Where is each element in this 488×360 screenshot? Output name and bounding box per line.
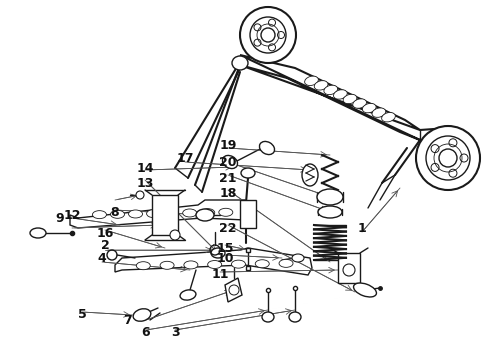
Text: 13: 13 [136,176,153,189]
Ellipse shape [323,85,337,95]
Circle shape [430,163,438,171]
Text: 18: 18 [219,186,236,199]
Text: 19: 19 [219,139,236,152]
Ellipse shape [314,81,327,90]
Ellipse shape [92,211,106,219]
Circle shape [170,230,180,240]
Polygon shape [70,200,247,228]
Text: 11: 11 [211,269,228,282]
Ellipse shape [133,309,150,321]
Circle shape [240,7,295,63]
Ellipse shape [30,228,46,238]
Ellipse shape [317,206,341,218]
Ellipse shape [291,254,304,262]
Text: 8: 8 [110,206,119,219]
Text: 9: 9 [56,212,64,225]
Ellipse shape [302,164,317,186]
Bar [152,195,178,235]
Ellipse shape [207,261,221,269]
Text: 17: 17 [176,152,193,165]
Text: 2: 2 [101,239,109,252]
Ellipse shape [231,260,245,268]
Circle shape [249,17,285,53]
Ellipse shape [371,108,385,117]
Ellipse shape [128,210,142,218]
Ellipse shape [353,283,376,297]
Polygon shape [224,278,242,302]
Text: 5: 5 [78,309,86,321]
Text: 20: 20 [219,156,236,168]
Ellipse shape [241,168,254,178]
Ellipse shape [381,112,395,122]
Bar [240,200,256,228]
Ellipse shape [262,312,273,322]
Text: 12: 12 [63,208,81,221]
Ellipse shape [183,209,196,217]
Circle shape [459,154,467,162]
Ellipse shape [288,312,301,322]
Text: 14: 14 [136,162,153,175]
Circle shape [136,191,143,199]
Ellipse shape [210,248,224,258]
Ellipse shape [362,103,375,113]
Circle shape [253,24,261,31]
Ellipse shape [196,209,214,221]
Ellipse shape [183,261,198,269]
Text: 1: 1 [357,221,366,234]
Ellipse shape [180,290,196,300]
Ellipse shape [231,56,247,70]
Circle shape [268,19,275,26]
Circle shape [228,285,239,295]
Circle shape [430,145,438,153]
Ellipse shape [110,210,124,218]
Ellipse shape [255,260,269,268]
Ellipse shape [304,76,318,86]
Ellipse shape [218,208,232,216]
Circle shape [261,28,274,42]
Circle shape [438,149,456,167]
Polygon shape [240,55,419,140]
Ellipse shape [146,210,160,218]
Ellipse shape [352,99,366,108]
Text: 15: 15 [216,242,233,255]
Text: 3: 3 [170,325,179,338]
Bar [337,253,359,283]
Text: 21: 21 [219,171,236,185]
Text: 10: 10 [216,252,233,265]
Ellipse shape [343,94,356,104]
Ellipse shape [333,90,346,99]
Ellipse shape [164,209,178,217]
Circle shape [253,39,261,46]
Ellipse shape [160,261,174,269]
Text: 7: 7 [123,314,132,327]
Ellipse shape [259,141,274,154]
Ellipse shape [201,209,214,217]
Circle shape [425,136,469,180]
Ellipse shape [222,156,237,168]
Polygon shape [115,248,311,275]
Circle shape [342,264,354,276]
Circle shape [448,169,456,177]
Ellipse shape [136,262,150,270]
Circle shape [268,44,275,51]
Text: 16: 16 [96,226,113,239]
Ellipse shape [316,189,342,205]
Text: 4: 4 [98,252,106,265]
Ellipse shape [279,259,292,267]
Text: 22: 22 [219,221,236,234]
Circle shape [415,126,479,190]
Circle shape [277,32,284,39]
Circle shape [448,139,456,147]
Text: 6: 6 [142,327,150,339]
